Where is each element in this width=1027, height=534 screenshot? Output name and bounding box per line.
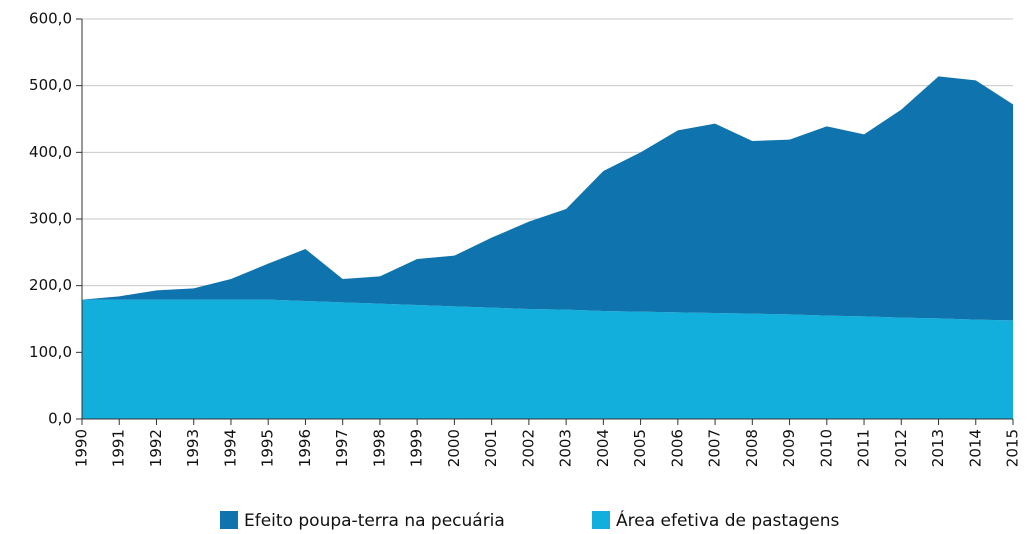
x-tick-label: 1994 — [221, 429, 239, 467]
x-tick-label: 1997 — [333, 429, 351, 467]
y-tick-label: 400,0 — [29, 143, 72, 161]
x-tick-label: 1993 — [184, 429, 202, 467]
x-tick-label: 2004 — [594, 429, 612, 467]
x-tick-label: 2007 — [706, 429, 724, 467]
legend-label: Área efetiva de pastagens — [616, 509, 840, 531]
x-tick-label: 1995 — [259, 429, 277, 467]
y-tick-label: 600,0 — [29, 10, 72, 28]
x-tick-label: 2015 — [1004, 429, 1022, 467]
legend-swatch — [220, 511, 238, 529]
x-tick-label: 2005 — [631, 429, 649, 467]
x-tick-label: 2000 — [445, 429, 463, 467]
x-tick-label: 2001 — [482, 429, 500, 467]
x-tick-label: 2009 — [780, 429, 798, 467]
area — [82, 299, 1013, 419]
legend-swatch — [592, 511, 610, 529]
x-tick-label: 1996 — [296, 429, 314, 467]
x-tick-label: 2014 — [966, 429, 984, 467]
x-tick-label: 2011 — [855, 429, 873, 467]
x-tick-label: 2003 — [557, 429, 575, 467]
x-tick-label: 2010 — [817, 429, 835, 467]
x-tick-label: 1999 — [408, 429, 426, 467]
x-tick-label: 2002 — [519, 429, 537, 467]
x-tick-label: 2013 — [929, 429, 947, 467]
x-tick-label: 2006 — [668, 429, 686, 467]
x-tick-label: 1991 — [110, 429, 128, 467]
x-tick-label: 1990 — [73, 429, 91, 467]
x-tick-label: 2008 — [743, 429, 761, 467]
y-tick-label: 200,0 — [29, 276, 72, 294]
y-tick-label: 100,0 — [29, 343, 72, 361]
y-tick-label: 500,0 — [29, 76, 72, 94]
x-tick-label: 1998 — [370, 429, 388, 467]
legend-label: Efeito poupa-terra na pecuária — [244, 511, 505, 531]
x-tick-label: 2012 — [892, 429, 910, 467]
y-tick-label: 0,0 — [48, 410, 72, 428]
x-tick-label: 1992 — [147, 429, 165, 467]
y-tick-label: 300,0 — [29, 210, 72, 228]
area — [82, 76, 1013, 321]
